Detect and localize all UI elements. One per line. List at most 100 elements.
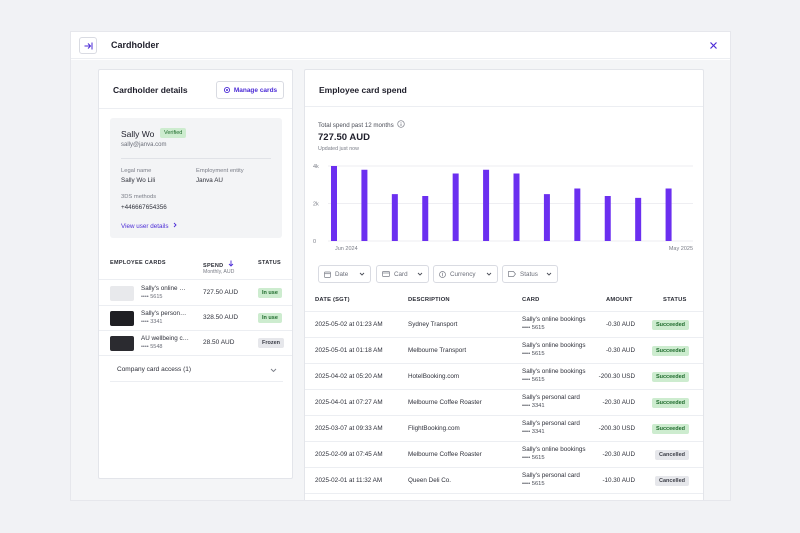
cardholder-details-panel: Cardholder details Manage cards Sally Wo… — [98, 69, 293, 479]
tx-date: 2025-04-02 at 05:20 AM — [315, 373, 383, 380]
divider — [305, 311, 703, 312]
table-row[interactable]: Sally's online bookings •••• 5615 727.50 A… — [99, 281, 292, 306]
status-badge: Succeeded — [651, 424, 689, 434]
tx-description: Melbourne Coffee Roaster — [408, 399, 482, 406]
tx-card-name: Sally's personal card — [522, 420, 580, 427]
total-spend-label-text: Total spend past 12 months — [318, 122, 394, 129]
legal-name-label: Legal name — [121, 168, 152, 174]
chart-bar[interactable] — [422, 196, 429, 241]
tx-description: Sydney Transport — [408, 321, 458, 328]
table-row[interactable]: AU wellbeing card •••• 5548 28.50 AUD Froze… — [99, 331, 292, 356]
chart-bar[interactable] — [665, 188, 672, 242]
view-user-details-label: View user details — [121, 223, 169, 230]
table-row[interactable]: 2025-03-07 at 09:33 AM FlightBooking.com S… — [305, 416, 703, 442]
status-badge: Frozen — [258, 338, 285, 348]
chevron-down-icon[interactable] — [270, 368, 277, 373]
manage-cards-label: Manage cards — [233, 86, 278, 94]
chevron-down-icon — [486, 272, 492, 276]
table-row[interactable]: 2025-04-01 at 07:27 AM Melbourne Coffee R… — [305, 390, 703, 416]
manage-cards-button[interactable]: Manage cards — [216, 81, 284, 99]
entity-label: Employment entity — [196, 168, 244, 174]
status-badge: In use — [258, 313, 282, 323]
chevron-down-icon — [546, 272, 552, 276]
table-row[interactable]: 2025-05-01 at 01:18 AM Melbourne Transpor… — [305, 338, 703, 364]
divider — [99, 108, 292, 109]
tx-card-number: •••• 5615 — [522, 481, 545, 487]
tx-card-name: Sally's online bookings — [522, 342, 586, 349]
chart-bar[interactable] — [543, 194, 550, 241]
tx-date: 2025-04-01 at 07:27 AM — [315, 399, 383, 406]
chart-bar[interactable] — [331, 166, 337, 241]
table-row[interactable]: 2025-02-01 at 11:32 AM Queen Deli Co. Sall… — [305, 468, 703, 494]
filter-status[interactable]: Status — [502, 265, 558, 283]
y-tick-label: 0 — [313, 239, 316, 245]
chevron-down-icon — [359, 272, 365, 276]
filter-card[interactable]: Card — [376, 265, 429, 283]
cardholder-modal: Cardholder Cardholder details Manage car… — [70, 31, 731, 501]
chart-bar[interactable] — [391, 194, 398, 241]
info-icon[interactable] — [397, 120, 406, 128]
threeds-label: 3DS methods — [121, 194, 157, 200]
table-row[interactable]: Sally's personal card •••• 3341 328.50 AUD… — [99, 306, 292, 331]
entity-value: Janva AU — [196, 177, 223, 184]
col-spend-label: SPEND — [203, 263, 224, 269]
col-status: STATUS — [258, 260, 281, 266]
tx-date: 2025-05-01 at 01:18 AM — [315, 347, 383, 354]
tx-description: Melbourne Coffee Roaster — [408, 451, 482, 458]
view-user-details-link[interactable]: View user details — [121, 222, 178, 230]
tx-amount: -20.30 AUD — [602, 451, 635, 458]
tx-card-number: •••• 5615 — [522, 325, 545, 331]
holder-details-box: Sally Wo Verified sally@janva.com Legal … — [110, 118, 282, 238]
chart-bar[interactable] — [513, 173, 520, 242]
close-button[interactable] — [706, 38, 720, 52]
tx-card-number: •••• 5615 — [522, 455, 545, 461]
holder-email: sally@janva.com — [121, 142, 167, 148]
chart-bar[interactable] — [574, 188, 581, 242]
col-status: STATUS — [663, 297, 687, 303]
card-spend: 28.50 AUD — [203, 339, 235, 346]
card-spend: 328.50 AUD — [203, 314, 239, 321]
company-card-access-label: Company card access (1) — [117, 366, 192, 373]
tx-date: 2025-05-02 at 01:23 AM — [315, 321, 383, 328]
tx-amount: -200.30 USD — [598, 425, 635, 432]
filter-date[interactable]: Date — [318, 265, 371, 283]
filter-currency[interactable]: Currency — [433, 265, 498, 283]
card-thumbnail — [110, 336, 134, 351]
collapse-panel-button[interactable] — [79, 37, 97, 54]
tx-date: 2025-03-07 at 09:33 AM — [315, 425, 383, 432]
col-spend[interactable]: SPEND — [203, 260, 234, 269]
table-row[interactable]: 2025-04-02 at 05:20 AM HotelBooking.com Sa… — [305, 364, 703, 390]
tx-description: Melbourne Transport — [408, 347, 467, 354]
card-number: •••• 3341 — [141, 319, 163, 325]
company-card-access-toggle[interactable]: Company card access (1) — [117, 366, 191, 373]
chart-bar[interactable] — [635, 197, 642, 241]
tx-card-number: •••• 3341 — [522, 403, 545, 409]
chart-bar[interactable] — [452, 173, 459, 242]
chart-bar[interactable] — [483, 169, 490, 241]
filter-card-label: Card — [394, 270, 408, 278]
chart-bar[interactable] — [604, 196, 611, 241]
tx-card-name: Sally's online bookings — [522, 368, 586, 375]
filter-currency-label: Currency — [450, 270, 476, 278]
panel-title: Employee card spend — [319, 85, 407, 95]
y-tick-label: 2k — [313, 202, 319, 208]
tx-card-name: Sally's personal card — [522, 394, 580, 401]
status-badge: Succeeded — [651, 398, 689, 408]
gear-icon — [223, 86, 230, 94]
tag-icon — [508, 271, 516, 277]
tx-amount: -10.30 AUD — [602, 477, 635, 484]
col-amount: AMOUNT — [606, 297, 633, 303]
table-row[interactable]: 2025-02-09 at 07:45 AM Melbourne Coffee R… — [305, 442, 703, 468]
chart-bar[interactable] — [361, 169, 368, 241]
tx-amount: -200.30 USD — [598, 373, 635, 380]
x-tick-label: May 2025 — [669, 246, 693, 252]
col-card: CARD — [522, 297, 540, 303]
col-date: DATE (SGT) — [315, 297, 350, 303]
close-icon — [709, 41, 717, 49]
filter-date-label: Date — [335, 270, 349, 278]
tx-date: 2025-02-09 at 07:45 AM — [315, 451, 383, 458]
modal-title: Cardholder — [111, 40, 160, 50]
card-name: Sally's personal card — [141, 310, 189, 317]
table-row[interactable]: 2025-05-02 at 01:23 AM Sydney Transport Sa… — [305, 312, 703, 338]
credit-card-icon — [382, 271, 390, 277]
